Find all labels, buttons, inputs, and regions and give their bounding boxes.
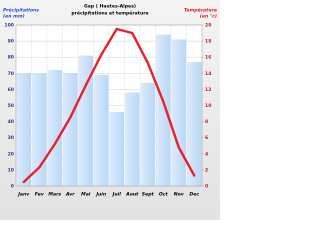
x-tick-label: Aout: [125, 192, 139, 198]
chart-subtitle: précipitations et température: [71, 10, 148, 17]
y-tick-label: 50: [8, 103, 14, 109]
y-axis-label: (en mm): [3, 14, 25, 20]
bar-shine: [140, 82, 155, 186]
y-axis-label: Précipitations: [3, 7, 39, 14]
y2-tick-label: 2: [205, 167, 208, 173]
y2-tick-label: 6: [205, 135, 208, 141]
y-tick-label: 40: [8, 119, 14, 125]
y-tick-label: 80: [8, 55, 14, 61]
x-tick-label: Janv: [17, 192, 30, 198]
y2-tick-label: 16: [205, 55, 211, 61]
y2-tick-label: 20: [205, 23, 211, 29]
y2-tick-label: 8: [205, 119, 208, 125]
chart: Gap ( Hautes-Alpes) précipitations et te…: [0, 0, 220, 220]
x-tick-label: Oct: [159, 192, 169, 198]
bar-shine: [109, 111, 124, 186]
x-tick-label: Juin: [95, 192, 106, 198]
bar-shine: [171, 39, 186, 186]
y2-tick-label: 18: [205, 39, 211, 45]
y-tick-label: 30: [8, 135, 14, 141]
x-tick-label: Avr: [65, 192, 75, 198]
bar-shine: [94, 74, 109, 186]
y2-axis-label: (en °c): [200, 14, 217, 20]
x-tick-label: Dec: [189, 192, 199, 198]
bar-shine: [187, 62, 202, 186]
y-tick-label: 60: [8, 87, 14, 93]
bar-shine: [63, 73, 78, 186]
y2-tick-label: 14: [205, 71, 211, 77]
x-tick-label: Nov: [174, 192, 185, 198]
y-tick-label: 90: [8, 39, 14, 45]
x-tick-label: Juil: [112, 192, 122, 198]
bar-shine: [156, 34, 171, 186]
x-tick-label: Sept: [142, 192, 155, 198]
chart-title: Gap ( Hautes-Alpes): [84, 4, 136, 10]
x-tick-label: Fev: [35, 192, 45, 198]
bar-shine: [47, 70, 62, 186]
y-tick-label: 70: [8, 71, 14, 77]
bar-shine: [125, 92, 140, 186]
y2-tick-label: 0: [205, 184, 208, 190]
bar-shine: [32, 73, 47, 186]
plot-frame: [15, 24, 203, 187]
y-tick-label: 100: [4, 23, 14, 29]
bar-shine: [16, 73, 31, 186]
x-tick-label: Mars: [48, 192, 61, 198]
y-tick-label: 10: [8, 167, 14, 173]
x-tick-label: Mai: [81, 192, 91, 198]
y2-tick-label: 4: [205, 151, 208, 157]
y2-tick-label: 12: [205, 87, 211, 93]
y2-tick-label: 10: [205, 103, 211, 109]
temperature-line: [22, 27, 196, 184]
y-tick-label: 0: [11, 184, 14, 190]
y2-axis-label: Température: [184, 7, 217, 14]
bar-shine: [78, 55, 93, 187]
y-tick-label: 20: [8, 151, 14, 157]
